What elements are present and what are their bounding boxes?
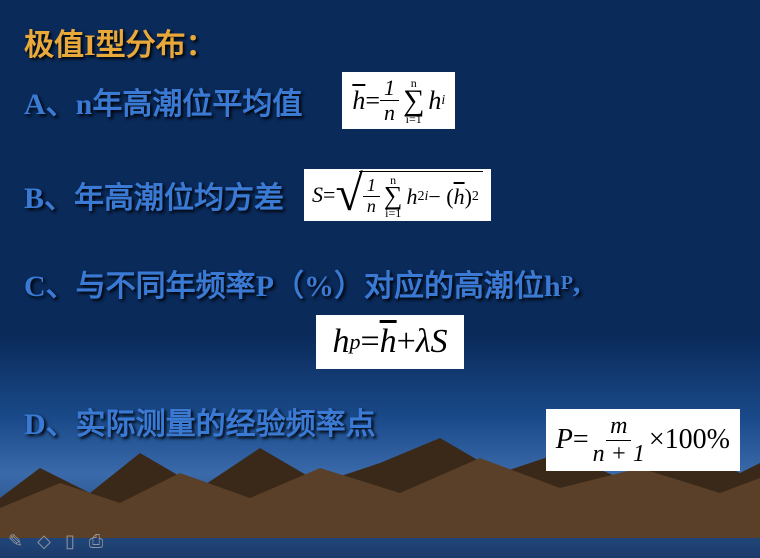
formula-c-wrap: hp = h + λS <box>24 315 736 369</box>
item-c: C、 与不同年频率P（%）对应的高潮位hP, <box>24 261 736 305</box>
pointer-icon[interactable]: ▯ <box>65 531 75 552</box>
label-d: D、 <box>24 399 76 443</box>
slideshow-toolbar: ✎ ◇ ▯ ⎙ <box>8 531 103 552</box>
item-b: B、 年高潮位均方差 S = √ 1 n n ∑ i=1 h2i <box>24 169 736 221</box>
text-c-pre: 与不同年频率P（%）对应的高潮位h <box>76 261 561 305</box>
text-a: n年高潮位平均值 <box>76 79 303 123</box>
slide-title: 极值I型分布： <box>24 20 736 64</box>
label-c: C、 <box>24 261 76 305</box>
formula-d: P = m n + 1 ×100% <box>546 409 740 471</box>
text-c-sub: P <box>561 272 573 295</box>
text-d: 实际测量的经验频率点 <box>76 399 376 443</box>
text-c-post: , <box>573 266 581 300</box>
item-a: A、 n年高潮位平均值 h = 1 n n ∑ i=1 hi <box>24 72 736 129</box>
formula-a: h = 1 n n ∑ i=1 hi <box>342 72 455 129</box>
formula-c: hp = h + λS <box>316 315 463 369</box>
formula-b: S = √ 1 n n ∑ i=1 h2i − (h)2 <box>304 169 491 221</box>
text-b: 年高潮位均方差 <box>74 173 284 217</box>
pen-icon[interactable]: ✎ <box>8 531 23 552</box>
label-b: B、 <box>24 173 74 217</box>
eraser-icon[interactable]: ◇ <box>37 531 51 552</box>
label-a: A、 <box>24 79 76 123</box>
camera-icon[interactable]: ⎙ <box>89 531 103 552</box>
